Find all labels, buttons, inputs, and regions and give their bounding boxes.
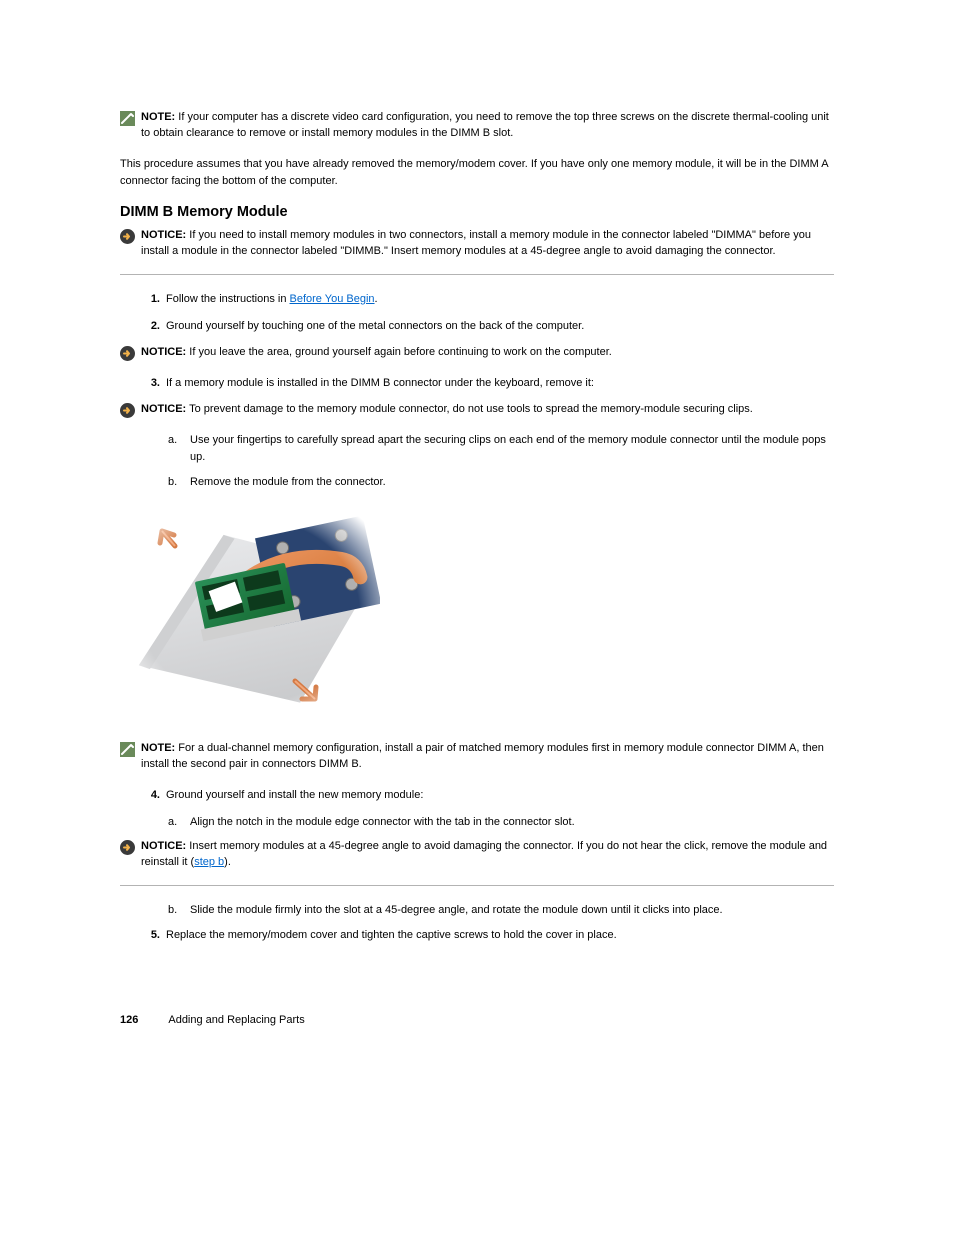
notice-no-tools-text: NOTICE: To prevent damage to the memory … — [141, 402, 753, 418]
notice-icon — [120, 229, 135, 244]
section-rule-top — [120, 274, 834, 275]
step-3a-text: Use your fingertips to carefully spread … — [190, 432, 834, 466]
step-3: 3. If a memory module is installed in th… — [120, 375, 834, 392]
step-5-body: Replace the memory/modem cover and tight… — [166, 927, 834, 944]
step-b-link[interactable]: step b — [194, 856, 224, 868]
step-4a: a. Align the notch in the module edge co… — [168, 814, 834, 831]
notice-body: To prevent damage to the memory module c… — [186, 403, 753, 415]
step-1-body: Follow the instructions in Before You Be… — [166, 291, 834, 308]
notice-leave-area-text: NOTICE: If you leave the area, ground yo… — [141, 345, 612, 361]
notice-label: NOTICE: — [141, 346, 186, 358]
step-5-num: 5. — [120, 927, 166, 944]
notice-icon — [120, 403, 135, 418]
notice-label: NOTICE: — [141, 229, 186, 241]
step-3-num: 3. — [120, 375, 166, 392]
step-4: 4. Ground yourself and install the new m… — [120, 787, 834, 804]
note-dual-channel-text: NOTE: For a dual-channel memory configur… — [141, 741, 834, 773]
notice-two-connectors: NOTICE: If you need to install memory mo… — [120, 228, 834, 260]
dimm-b-title: DIMM B Memory Module — [120, 204, 834, 220]
note-label: NOTE: — [141, 111, 175, 123]
notice-45-degree: NOTICE: Insert memory modules at a 45-de… — [120, 839, 834, 871]
step-2: 2. Ground yourself by touching one of th… — [120, 318, 834, 335]
page-footer: 126 Adding and Replacing Parts — [120, 1014, 834, 1026]
step-3a: a. Use your fingertips to carefully spre… — [168, 432, 834, 466]
notice-icon — [120, 346, 135, 361]
step-1-num: 1. — [120, 291, 166, 308]
step-3-body: If a memory module is installed in the D… — [166, 375, 834, 392]
before-you-begin-link[interactable]: Before You Begin — [290, 293, 375, 305]
notice-two-connectors-text: NOTICE: If you need to install memory mo… — [141, 228, 834, 260]
notice-body: If you leave the area, ground yourself a… — [186, 346, 612, 358]
step-3b: b. Remove the module from the connector. — [168, 474, 834, 491]
note-icon — [120, 111, 135, 126]
note-label: NOTE: — [141, 742, 175, 754]
notice-body: If you need to install memory modules in… — [141, 229, 811, 257]
step-4b-letter: b. — [168, 902, 190, 919]
note-discrete-video-text: NOTE: If your computer has a discrete vi… — [141, 110, 834, 142]
notice-leave-area: NOTICE: If you leave the area, ground yo… — [120, 345, 834, 361]
note-dual-channel: NOTE: For a dual-channel memory configur… — [120, 741, 834, 773]
step-3b-text: Remove the module from the connector. — [190, 474, 386, 491]
notice-label: NOTICE: — [141, 403, 186, 415]
step-1: 1. Follow the instructions in Before You… — [120, 291, 834, 308]
single-module-paragraph: This procedure assumes that you have alr… — [120, 156, 834, 190]
step-2-num: 2. — [120, 318, 166, 335]
note-body: For a dual-channel memory configuration,… — [141, 742, 824, 770]
step-4b: b. Slide the module firmly into the slot… — [168, 902, 834, 919]
step-2-body: Ground yourself by touching one of the m… — [166, 318, 834, 335]
step-3b-letter: b. — [168, 474, 190, 491]
step-4a-letter: a. — [168, 814, 190, 831]
step-3a-letter: a. — [168, 432, 190, 466]
notice-45-tail: ). — [224, 856, 231, 868]
notice-45-lead: Insert memory modules at a 45-degree ang… — [141, 840, 827, 868]
page-number: 126 — [120, 1014, 138, 1026]
note-discrete-video: NOTE: If your computer has a discrete vi… — [120, 110, 834, 142]
notice-45-text: NOTICE: Insert memory modules at a 45-de… — [141, 839, 834, 871]
step-1-lead: Follow the instructions in — [166, 293, 290, 305]
notice-label: NOTICE: — [141, 840, 186, 852]
step-4-num: 4. — [120, 787, 166, 804]
note-body: If your computer has a discrete video ca… — [141, 111, 829, 139]
step-1-tail: . — [375, 293, 378, 305]
step-5: 5. Replace the memory/modem cover and ti… — [120, 927, 834, 944]
document-page: NOTE: If your computer has a discrete vi… — [0, 0, 954, 1235]
step-4a-wrap: a. Align the notch in the module edge co… — [166, 814, 834, 831]
note-icon — [120, 742, 135, 757]
step-4b-text: Slide the module firmly into the slot at… — [190, 902, 723, 919]
step-4a-text: Align the notch in the module edge conne… — [190, 814, 575, 831]
memory-module-figure — [120, 501, 834, 721]
step-4b-wrap: b. Slide the module firmly into the slot… — [166, 902, 834, 919]
footer-section: Adding and Replacing Parts — [168, 1014, 304, 1026]
step-4-body: Ground yourself and install the new memo… — [166, 787, 834, 804]
section-rule-bottom — [120, 885, 834, 886]
step-3-substeps: a. Use your fingertips to carefully spre… — [166, 432, 834, 491]
notice-no-tools: NOTICE: To prevent damage to the memory … — [120, 402, 834, 418]
notice-icon — [120, 840, 135, 855]
